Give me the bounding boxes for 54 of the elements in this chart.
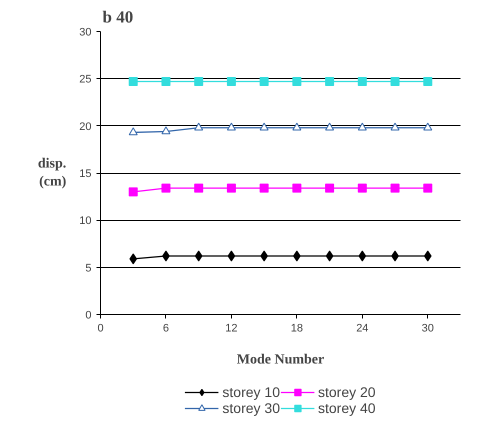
point [390,184,400,193]
point [161,76,170,86]
point [194,250,203,262]
x-tick-label: 24 [356,322,368,334]
chart-title: b 40 [102,8,134,26]
point [194,76,204,86]
y-tick-label: 30 [79,26,92,38]
point [292,76,302,86]
point [292,184,302,193]
point [128,127,138,136]
point [358,76,367,86]
y-tick-label: 5 [85,262,92,274]
point [358,184,367,193]
legend-label: storey 40 [318,400,376,416]
point [260,184,269,193]
point [260,122,269,131]
point [226,76,236,86]
point [423,76,432,86]
point [128,76,138,86]
x-tick-label: 0 [97,322,104,334]
x-tick-label: 18 [290,322,303,334]
point [390,76,400,86]
y-tick-label: 0 [85,310,92,322]
point [358,250,366,262]
point [423,184,432,193]
point [390,122,400,131]
legend-label: storey 30 [222,400,280,416]
point [325,76,334,86]
point [226,122,236,131]
legend-label: storey 10 [222,384,280,400]
point [325,122,334,131]
y-tick-label: 15 [79,168,92,180]
y-tick-label: 20 [79,120,92,133]
x-tick-label: 30 [422,322,434,334]
y-tick-label: 25 [79,74,92,86]
point [194,122,204,131]
x-tick-label: 6 [162,322,170,334]
y-axis-title: disp. (cm) [38,156,67,190]
point [325,184,334,193]
legend-label: storey 20 [318,384,376,400]
x-tick-label: 12 [225,322,238,334]
point [128,187,138,196]
point [161,184,170,193]
point [358,122,367,131]
point [194,184,204,193]
point [161,126,170,134]
y-tick-label: 10 [79,215,92,228]
point [129,253,138,264]
point [226,184,236,193]
point [292,122,302,131]
point [424,250,432,262]
x-axis-title: Mode Number [236,352,324,368]
point [260,76,269,86]
point [423,122,432,131]
